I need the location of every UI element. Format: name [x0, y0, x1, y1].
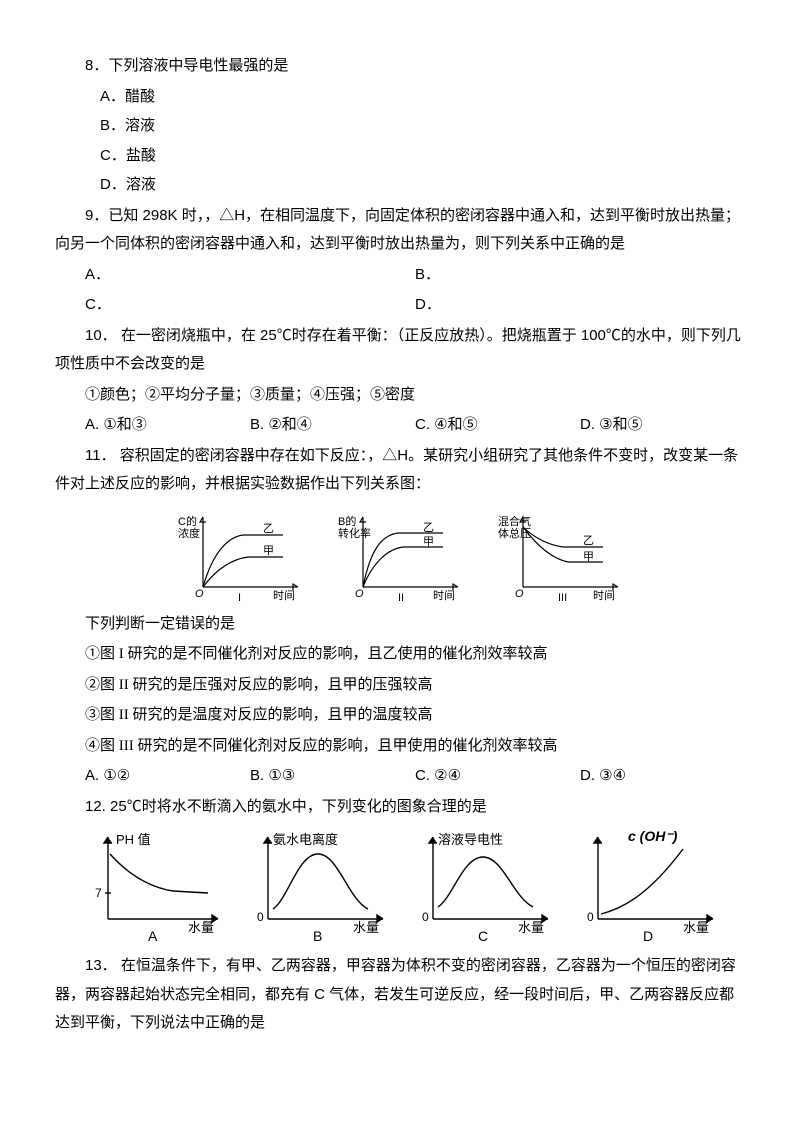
- svg-text:乙: 乙: [263, 522, 274, 535]
- svg-text:O: O: [515, 588, 524, 600]
- q11-s2: ②图 II 研究的是压强对反应的影响，且甲的压强较高: [55, 671, 745, 700]
- q12-graphs: PH 值 7 水量 A 氨水电离度 0 水量 B 溶液导电性 0 水量 C: [55, 829, 745, 944]
- svg-text:C: C: [478, 928, 488, 944]
- svg-text:I: I: [238, 592, 241, 602]
- q11-opt-c: C. ②④: [415, 762, 580, 791]
- q10-items: ①颜色；②平均分子量；③质量；④压强；⑤密度: [55, 381, 745, 410]
- q10-stem: 10． 在一密闭烧瓶中，在 25℃时存在着平衡：（正反应放热）。把烧瓶置于 10…: [55, 322, 745, 379]
- q8-opt-d: D．溶液: [55, 171, 745, 200]
- q12-graph-a: PH 值 7 水量 A: [78, 829, 228, 944]
- svg-text:转化率: 转化率: [338, 526, 371, 540]
- svg-text:混合气: 混合气: [498, 514, 531, 528]
- q8-stem: 8．下列溶液中导电性最强的是: [55, 52, 745, 81]
- q11-stem: 11． 容积固定的密闭容器中存在如下反应：，△H。某研究小组研究了其他条件不变时…: [55, 442, 745, 499]
- svg-text:浓度: 浓度: [178, 526, 200, 540]
- q12-graph-b: 氨水电离度 0 水量 B: [243, 829, 393, 944]
- svg-text:B: B: [313, 928, 322, 944]
- svg-text:0: 0: [422, 910, 429, 924]
- q11-graph-2: B的 转化率 时间 O 乙 甲 II: [333, 507, 468, 602]
- q11-after: 下列判断一定错误的是: [55, 610, 745, 639]
- svg-text:II: II: [398, 592, 404, 602]
- q11-graph-1: C的 浓度 时间 O 乙 甲 I: [173, 507, 308, 602]
- q11-opt-d: D. ③④: [580, 762, 745, 791]
- q10-opt-d: D. ③和⑤: [580, 411, 745, 440]
- svg-text:时间: 时间: [593, 589, 615, 602]
- svg-text:乙: 乙: [423, 521, 434, 534]
- svg-text:A: A: [148, 928, 158, 944]
- svg-text:0: 0: [257, 910, 264, 924]
- q8-opt-c: C．盐酸: [55, 142, 745, 171]
- svg-text:O: O: [195, 588, 204, 600]
- svg-text:7: 7: [95, 886, 102, 900]
- q8-opt-b: B．溶液: [55, 112, 745, 141]
- svg-text:PH 值: PH 值: [116, 832, 151, 847]
- q12-stem: 12. 25℃时将水不断滴入的氨水中，下列变化的图象合理的是: [55, 793, 745, 822]
- svg-text:O: O: [355, 588, 364, 600]
- q11-opt-a: A. ①②: [85, 762, 250, 791]
- q11-graph-3: 混合气 体总压 时间 O 乙 甲 III: [493, 507, 628, 602]
- q12-graph-d: c (OH⁻) 0 水量 D: [573, 829, 723, 944]
- q11-s4: ④图 III 研究的是不同催化剂对反应的影响，且甲使用的催化剂效率较高: [55, 732, 745, 761]
- q13-stem: 13． 在恒温条件下，有甲、乙两容器，甲容器为体积不变的密闭容器，乙容器为一个恒…: [55, 952, 745, 1038]
- q11-opt-b: B. ①③: [250, 762, 415, 791]
- q10-opt-c: C. ④和⑤: [415, 411, 580, 440]
- svg-text:C的: C的: [178, 514, 197, 528]
- svg-text:时间: 时间: [433, 589, 455, 602]
- q10-opt-a: A. ①和③: [85, 411, 250, 440]
- svg-text:水量: 水量: [683, 920, 709, 935]
- q10-opt-b: B. ②和④: [250, 411, 415, 440]
- svg-text:B的: B的: [338, 514, 356, 528]
- svg-text:甲: 甲: [583, 551, 594, 563]
- svg-text:甲: 甲: [263, 545, 274, 557]
- q11-graphs: C的 浓度 时间 O 乙 甲 I B的 转化率 时间 O 乙 甲 II 混合气 …: [55, 507, 745, 602]
- svg-text:c (OH⁻): c (OH⁻): [628, 829, 678, 844]
- svg-text:水量: 水量: [188, 920, 214, 935]
- q11-s3: ③图 II 研究的是温度对反应的影响，且甲的温度较高: [55, 701, 745, 730]
- svg-text:溶液导电性: 溶液导电性: [438, 832, 503, 847]
- q12-graph-c: 溶液导电性 0 水量 C: [408, 829, 558, 944]
- svg-text:氨水电离度: 氨水电离度: [273, 832, 338, 847]
- svg-text:D: D: [643, 928, 653, 944]
- svg-text:乙: 乙: [583, 534, 594, 547]
- q8-opt-a: A．醋酸: [55, 83, 745, 112]
- q9-opt-b: B．: [415, 261, 745, 290]
- q11-s1: ①图 I 研究的是不同催化剂对反应的影响，且乙使用的催化剂效率较高: [55, 640, 745, 669]
- svg-text:时间: 时间: [273, 589, 295, 602]
- svg-text:0: 0: [587, 910, 594, 924]
- svg-text:甲: 甲: [423, 536, 434, 548]
- q9-opt-a: A．: [85, 261, 415, 290]
- svg-text:III: III: [558, 592, 567, 602]
- svg-text:体总压: 体总压: [498, 526, 531, 540]
- svg-text:水量: 水量: [518, 920, 544, 935]
- q9-stem: 9．已知 298K 时，，△H，在相同温度下，向固定体积的密闭容器中通入和，达到…: [55, 202, 745, 259]
- svg-text:水量: 水量: [353, 920, 379, 935]
- q9-opt-c: C．: [85, 291, 415, 320]
- q9-opt-d: D．: [415, 291, 745, 320]
